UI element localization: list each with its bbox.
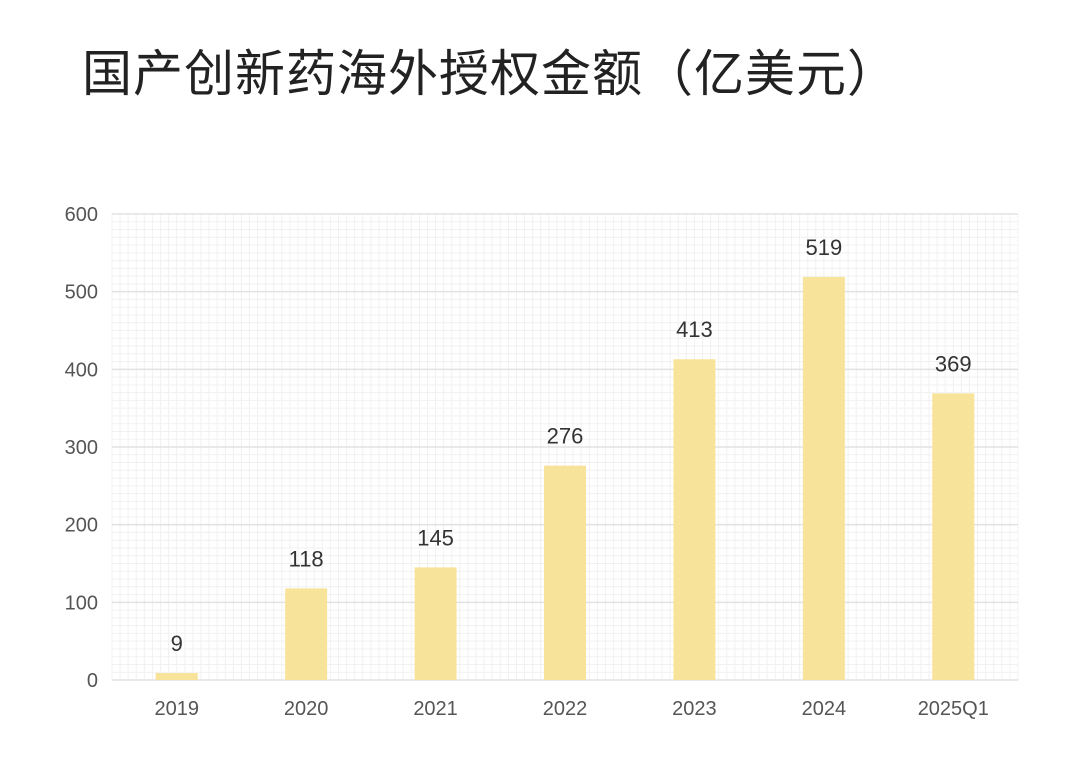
data-label: 118	[289, 546, 324, 571]
bar	[155, 673, 198, 680]
x-tick-label: 2025Q1	[918, 698, 989, 720]
x-tick-label: 2021	[413, 698, 458, 720]
data-label: 369	[935, 351, 972, 376]
y-tick-label: 400	[65, 359, 98, 381]
x-tick-label: 2024	[802, 698, 847, 720]
y-tick-label: 500	[65, 282, 98, 304]
bar	[414, 567, 457, 680]
data-label: 413	[676, 317, 713, 342]
x-axis-tick-labels: 2019 2020 2021 2022 2023 2024 2025Q1	[154, 698, 988, 720]
y-tick-label: 600	[65, 204, 98, 226]
data-labels: 9 118 145 276 413 519 369	[171, 235, 972, 656]
data-label: 276	[547, 424, 584, 449]
bars	[155, 276, 975, 680]
bar	[544, 465, 586, 680]
x-tick-label: 2020	[284, 698, 329, 720]
y-tick-label: 200	[65, 515, 98, 537]
x-tick-label: 2019	[154, 698, 199, 720]
x-tick-label: 2023	[672, 698, 717, 720]
y-tick-label: 300	[65, 437, 98, 459]
y-tick-label: 100	[65, 592, 98, 614]
bar	[673, 359, 716, 680]
bar	[802, 276, 845, 680]
bar	[932, 393, 975, 680]
data-label: 519	[805, 235, 842, 260]
data-label: 9	[171, 631, 183, 656]
y-tick-label: 0	[87, 670, 98, 692]
x-tick-label: 2022	[543, 698, 588, 720]
bar	[285, 588, 328, 680]
chart-title: 国产创新药海外授权金额（亿美元）	[82, 45, 898, 103]
data-label: 145	[417, 525, 454, 550]
y-axis-tick-labels: 0 100 200 300 400 500 600	[65, 204, 98, 692]
